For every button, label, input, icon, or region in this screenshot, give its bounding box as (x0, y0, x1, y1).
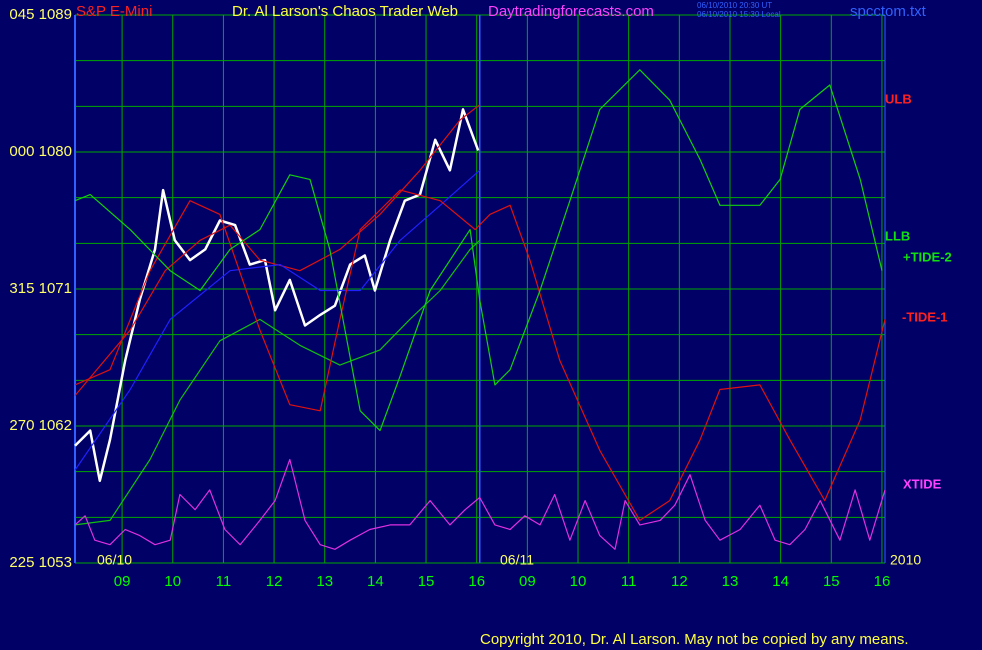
series-line (74, 189, 886, 521)
x-tick-label: 10 (570, 573, 587, 590)
x-tick-label: 14 (772, 573, 789, 590)
x-tick-label: 11 (621, 573, 637, 590)
y-tick-label: 000 1080 (9, 143, 72, 160)
y-tick-label: 045 1089 (9, 6, 72, 23)
timestamp-local: 06/10/2010 15:30 Local (697, 10, 781, 19)
x-tick-label: 12 (266, 573, 283, 590)
series-line (74, 239, 481, 526)
x-tick-label: 16 (874, 573, 891, 590)
series-lines (74, 69, 886, 550)
legend-label: XTIDE (903, 476, 942, 491)
x-tick-label: 10 (164, 573, 181, 590)
legend-label: +TIDE-2 (903, 249, 952, 264)
series-line (74, 69, 883, 432)
copyright: Copyright 2010, Dr. Al Larson. May not b… (480, 631, 909, 648)
y-tick-label: 270 1062 (9, 417, 72, 434)
x-tick-label: 13 (316, 573, 333, 590)
x-tick-label: 13 (722, 573, 739, 590)
chart-title: Dr. Al Larson's Chaos Trader Web (232, 3, 458, 20)
date-label: 06/10 (97, 552, 132, 568)
x-tick-label: 09 (519, 573, 536, 590)
date-label: 06/11 (500, 552, 534, 568)
series-line (74, 458, 886, 550)
x-tick-label: 15 (418, 573, 435, 590)
legend-label: LLB (885, 228, 910, 243)
legend-label: -TIDE-1 (902, 309, 948, 324)
timestamp-ut: 06/10/2010 20:30 UT (697, 1, 772, 10)
series-line (74, 104, 481, 396)
grid (74, 14, 886, 564)
y-tick-label: 315 1071 (9, 280, 72, 297)
series-line (74, 108, 480, 483)
x-tick-label: 11 (216, 573, 232, 590)
series-line (74, 169, 481, 471)
x-tick-label: 15 (823, 573, 840, 590)
legend-label: ULB (885, 91, 912, 106)
x-tick-label: 16 (468, 573, 485, 590)
x-tick-label: 12 (671, 573, 688, 590)
y-tick-label: 225 1053 (9, 554, 72, 571)
x-tick-label: 14 (367, 573, 384, 590)
date-label: 2010 (890, 552, 921, 568)
instrument: S&P E-Mini (76, 3, 152, 20)
site: Daytradingforecasts.com (488, 3, 654, 20)
file-name: spcctom.txt (850, 3, 927, 20)
x-tick-label: 09 (114, 573, 131, 590)
